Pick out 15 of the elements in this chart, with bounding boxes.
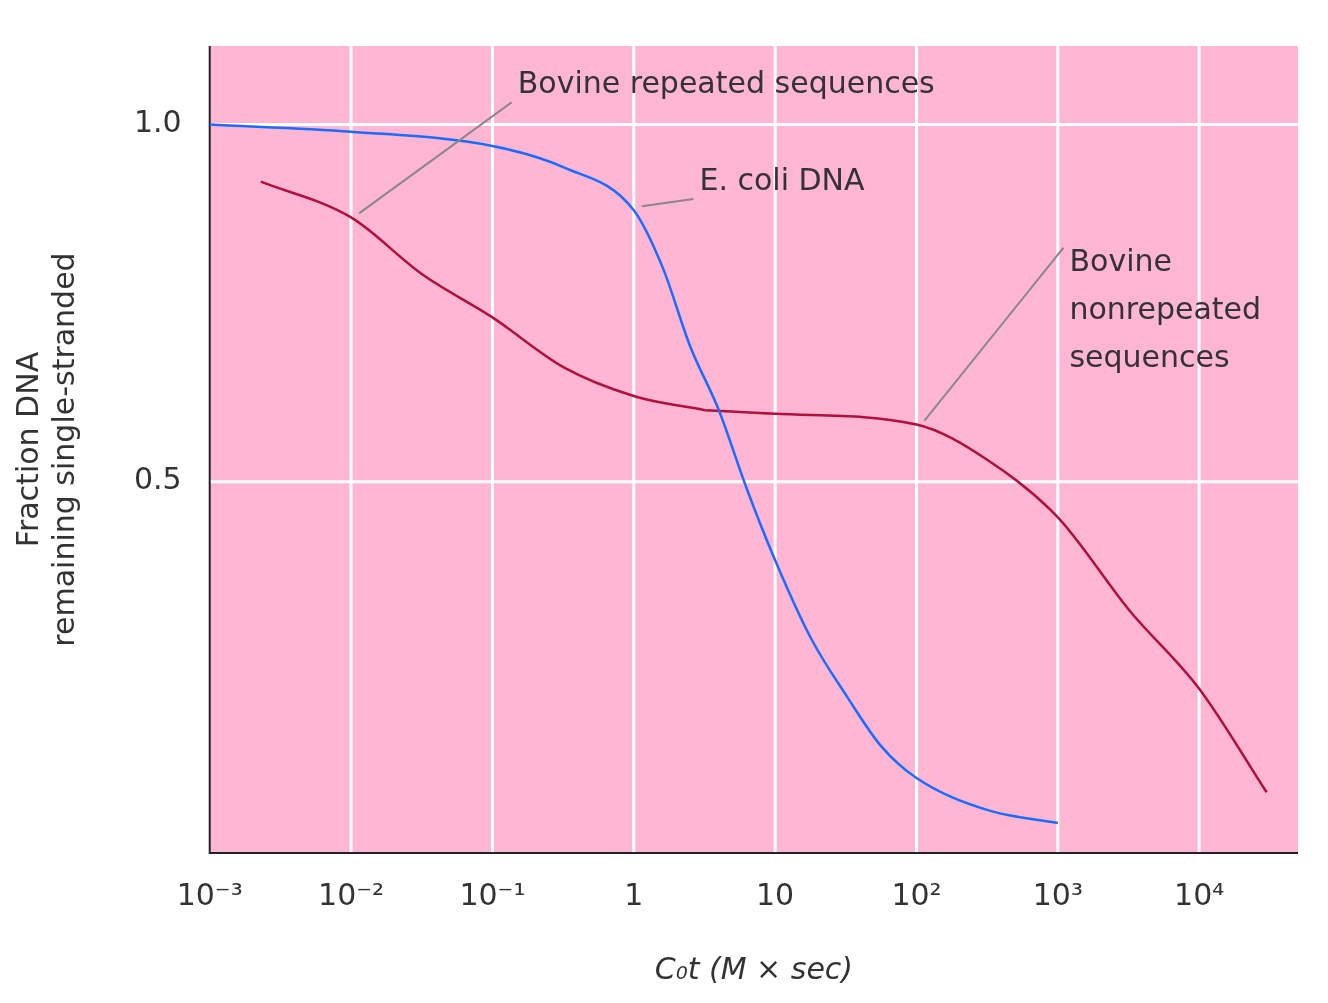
x-tick-label: 10⁻² <box>318 876 385 912</box>
x-tick-label: 10⁻¹ <box>459 876 526 912</box>
x-tick-label: 10³ <box>1032 876 1083 912</box>
x-tick-label: 10 <box>756 876 795 912</box>
text: E. coli DNA <box>699 161 866 197</box>
x-tick-label: 10⁻³ <box>176 876 243 912</box>
y-axis-title: Fraction DNA remaining single-stranded <box>9 252 81 647</box>
x-axis-title: C₀t (M × sec) <box>654 950 854 986</box>
text: Bovine nonrepeated sequences <box>1069 242 1262 374</box>
x-tick-label: 10² <box>891 876 942 912</box>
y-tick-label: 1.0 <box>133 104 182 140</box>
text: Bovine repeated sequences <box>517 65 935 101</box>
y-tick-label: 0.5 <box>133 461 182 497</box>
x-tick-label: 1 <box>624 876 644 912</box>
x-tick-label: 10⁴ <box>1174 876 1225 912</box>
